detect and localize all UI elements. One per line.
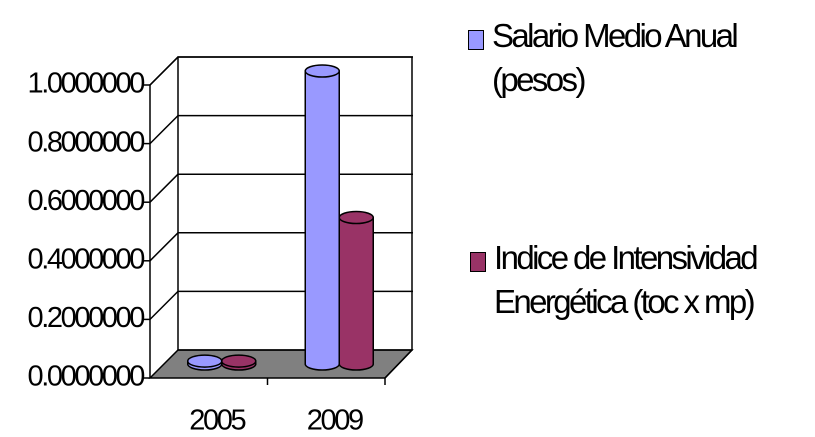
bar-top bbox=[304, 64, 340, 78]
bar-top bbox=[338, 210, 374, 225]
bar-body bbox=[306, 71, 339, 364]
legend-label: Salario Medio Anual (pesos) bbox=[492, 17, 739, 98]
y-tick-label: 0.8000000 bbox=[28, 126, 145, 158]
x-tick-label: 2005 bbox=[189, 405, 245, 437]
bar-top bbox=[187, 354, 223, 368]
grid-line bbox=[149, 173, 179, 203]
y-tick-label: 0.4000000 bbox=[28, 243, 145, 275]
legend-label: Indice de Intensividad Energética (toc x… bbox=[494, 239, 759, 320]
grid-line bbox=[149, 290, 179, 320]
floor-edge bbox=[384, 349, 413, 379]
bar-top bbox=[221, 354, 257, 368]
y-tick-label: 1.0000000 bbox=[28, 68, 145, 100]
back-wall bbox=[177, 56, 413, 351]
bar-body bbox=[340, 217, 373, 364]
y-tick-label: 0.0000000 bbox=[28, 361, 145, 393]
y-tick-label: 0.2000000 bbox=[28, 302, 145, 334]
x-tick-label: 2009 bbox=[307, 405, 363, 437]
grid-line bbox=[149, 232, 179, 262]
legend-swatch bbox=[468, 30, 484, 50]
grid-line bbox=[149, 56, 179, 86]
grid-line bbox=[149, 115, 179, 145]
legend-swatch bbox=[470, 252, 486, 272]
y-tick-label: 0.6000000 bbox=[28, 185, 145, 217]
